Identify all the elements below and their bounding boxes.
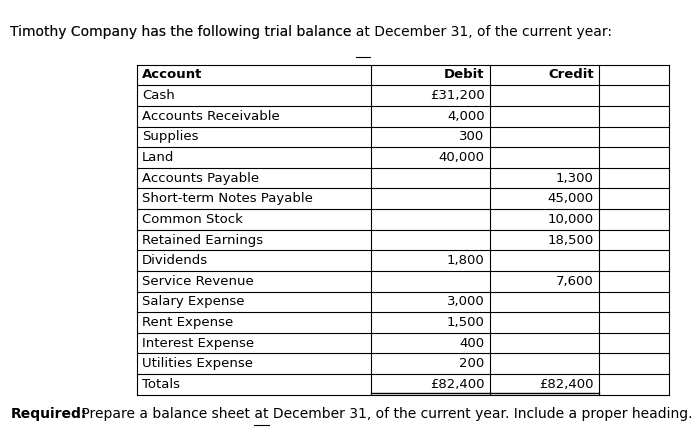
Text: Credit: Credit	[548, 69, 594, 82]
Text: 300: 300	[459, 130, 484, 143]
Text: 200: 200	[459, 357, 484, 370]
Text: Dividends: Dividends	[142, 254, 208, 267]
Text: 1,300: 1,300	[556, 172, 594, 185]
Text: Utilities Expense: Utilities Expense	[142, 357, 253, 370]
Text: Retained Earnings: Retained Earnings	[142, 234, 263, 247]
Text: Prepare a balance sheet at December 31, of the current year. Include a proper he: Prepare a balance sheet at December 31, …	[77, 408, 692, 421]
Text: Required:: Required:	[10, 408, 87, 421]
Text: Land: Land	[142, 151, 174, 164]
Text: 1,500: 1,500	[447, 316, 484, 329]
Text: Accounts Receivable: Accounts Receivable	[142, 110, 280, 123]
Text: 4,000: 4,000	[447, 110, 484, 123]
Text: Timothy Company has the following trial balance at December 31, of the current y: Timothy Company has the following trial …	[10, 25, 612, 38]
Text: £31,200: £31,200	[430, 89, 484, 102]
Text: 7,600: 7,600	[556, 275, 594, 288]
Text: Rent Expense: Rent Expense	[142, 316, 233, 329]
Text: 45,000: 45,000	[547, 192, 594, 205]
Text: Timothy Company has the following trial balance at: Timothy Company has the following trial …	[10, 25, 370, 38]
Text: Debit: Debit	[444, 69, 484, 82]
Text: 40,000: 40,000	[439, 151, 484, 164]
Text: Accounts Payable: Accounts Payable	[142, 172, 259, 185]
Text: 1,800: 1,800	[447, 254, 484, 267]
Text: Interest Expense: Interest Expense	[142, 337, 254, 350]
Text: 3,000: 3,000	[447, 295, 484, 308]
Text: Supplies: Supplies	[142, 130, 199, 143]
Text: Account: Account	[142, 69, 202, 82]
Text: Short-term Notes Payable: Short-term Notes Payable	[142, 192, 313, 205]
Text: 18,500: 18,500	[547, 234, 594, 247]
Text: 400: 400	[460, 337, 484, 350]
Text: Service Revenue: Service Revenue	[142, 275, 254, 288]
Text: Common Stock: Common Stock	[142, 213, 243, 226]
Text: Timothy Company has the following trial balance: Timothy Company has the following trial …	[10, 25, 356, 38]
Text: £82,400: £82,400	[539, 378, 594, 391]
Text: Cash: Cash	[142, 89, 175, 102]
Text: £82,400: £82,400	[430, 378, 484, 391]
Text: 10,000: 10,000	[547, 213, 594, 226]
Text: Totals: Totals	[142, 378, 180, 391]
Text: Salary Expense: Salary Expense	[142, 295, 244, 308]
